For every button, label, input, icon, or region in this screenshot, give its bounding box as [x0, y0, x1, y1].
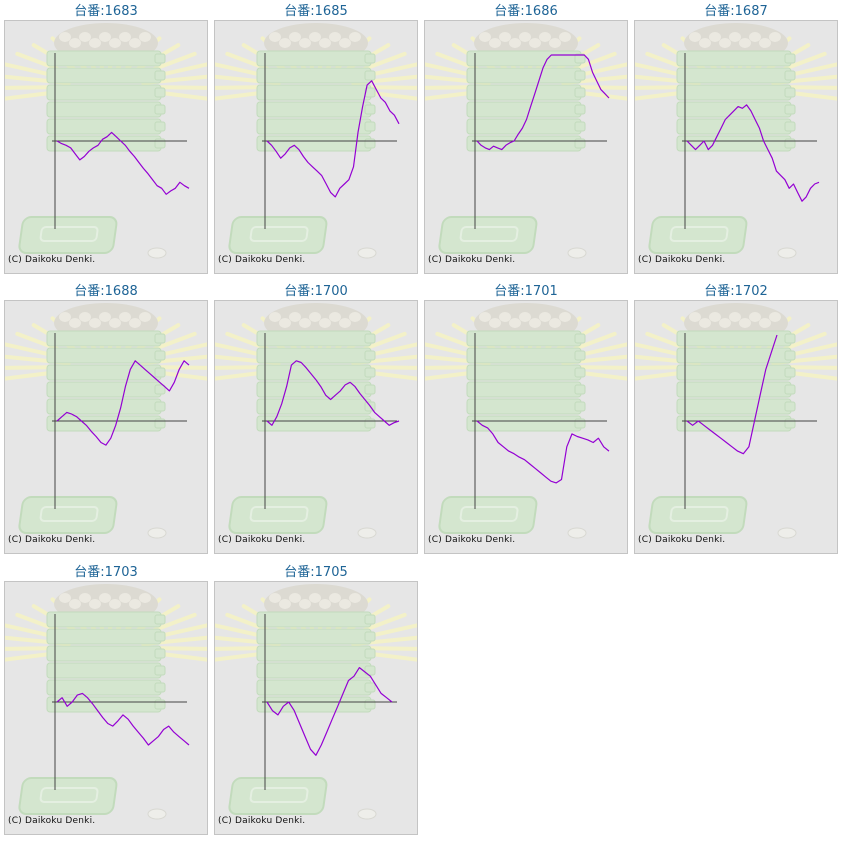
- copyright-text: (C) Daikoku Denki.: [638, 255, 726, 265]
- chart-svg: [5, 23, 207, 259]
- chart-svg: [5, 303, 207, 539]
- background-art: [635, 23, 837, 259]
- copyright-text: (C) Daikoku Denki.: [428, 535, 516, 545]
- chart-title-link[interactable]: 台番:1702: [704, 284, 768, 299]
- chart-cell: 台番:1702 (C) Daikoku Denki.: [634, 280, 838, 556]
- data-line: [266, 666, 393, 756]
- chart-svg: [215, 303, 417, 539]
- data-line: [476, 54, 610, 151]
- chart-panel: (C) Daikoku Denki.: [4, 581, 208, 835]
- background-art: [635, 303, 837, 539]
- background-art: [5, 23, 207, 259]
- chart-cell: 台番:1700 (C) Daikoku Denki.: [214, 280, 418, 556]
- chart-title-link[interactable]: 台番:1683: [74, 4, 138, 19]
- data-line: [266, 360, 400, 426]
- chart-panel: (C) Daikoku Denki.: [214, 300, 418, 554]
- chart-cell: 台番:1701 (C) Daikoku Denki.: [424, 280, 628, 556]
- chart-cell: 台番:1683 (C) Daikoku Denki.: [4, 0, 208, 276]
- chart-title-link[interactable]: 台番:1688: [74, 284, 138, 299]
- data-line: [686, 334, 778, 455]
- chart-title-link[interactable]: 台番:1687: [704, 4, 768, 19]
- copyright-text: (C) Daikoku Denki.: [218, 255, 306, 265]
- data-line: [56, 692, 190, 746]
- data-line: [476, 420, 610, 484]
- chart-panel: (C) Daikoku Denki.: [424, 20, 628, 274]
- chart-svg: [215, 23, 417, 259]
- chart-panel: (C) Daikoku Denki.: [634, 300, 838, 554]
- chart-svg: [635, 303, 837, 539]
- chart-panel: (C) Daikoku Denki.: [4, 300, 208, 554]
- chart-svg: [5, 584, 207, 820]
- chart-cell: 台番:1687 (C) Daikoku Denki.: [634, 0, 838, 276]
- copyright-text: (C) Daikoku Denki.: [8, 255, 96, 265]
- chart-svg: [425, 23, 627, 259]
- chart-panel: (C) Daikoku Denki.: [4, 20, 208, 274]
- background-art: [425, 303, 627, 539]
- background-art: [215, 584, 417, 820]
- chart-cell: 台番:1703 (C) Daikoku Denki.: [4, 561, 208, 837]
- chart-title-link[interactable]: 台番:1701: [494, 284, 558, 299]
- chart-cell: 台番:1705 (C) Daikoku Denki.: [214, 561, 418, 837]
- background-art: [5, 584, 207, 820]
- chart-svg: [425, 303, 627, 539]
- background-art: [215, 303, 417, 539]
- chart-cell: 台番:1686 (C) Daikoku Denki.: [424, 0, 628, 276]
- chart-title-link[interactable]: 台番:1705: [284, 565, 348, 580]
- copyright-text: (C) Daikoku Denki.: [638, 535, 726, 545]
- copyright-text: (C) Daikoku Denki.: [8, 535, 96, 545]
- chart-cell: 台番:1685 (C) Daikoku Denki.: [214, 0, 418, 276]
- chart-title-link[interactable]: 台番:1700: [284, 284, 348, 299]
- data-line: [56, 360, 190, 446]
- chart-title-link[interactable]: 台番:1686: [494, 4, 558, 19]
- copyright-text: (C) Daikoku Denki.: [428, 255, 516, 265]
- background-art: [425, 23, 627, 259]
- chart-panel: (C) Daikoku Denki.: [214, 20, 418, 274]
- chart-cell: 台番:1688 (C) Daikoku Denki.: [4, 280, 208, 556]
- copyright-text: (C) Daikoku Denki.: [218, 535, 306, 545]
- chart-title-link[interactable]: 台番:1685: [284, 4, 348, 19]
- copyright-text: (C) Daikoku Denki.: [218, 816, 306, 826]
- data-line: [686, 104, 820, 202]
- chart-panel: (C) Daikoku Denki.: [424, 300, 628, 554]
- chart-panel: (C) Daikoku Denki.: [634, 20, 838, 274]
- data-line: [56, 131, 190, 195]
- chart-svg: [635, 23, 837, 259]
- copyright-text: (C) Daikoku Denki.: [8, 816, 96, 826]
- data-line: [266, 80, 400, 198]
- chart-title-link[interactable]: 台番:1703: [74, 565, 138, 580]
- chart-svg: [215, 584, 417, 820]
- chart-panel: (C) Daikoku Denki.: [214, 581, 418, 835]
- background-art: [215, 23, 417, 259]
